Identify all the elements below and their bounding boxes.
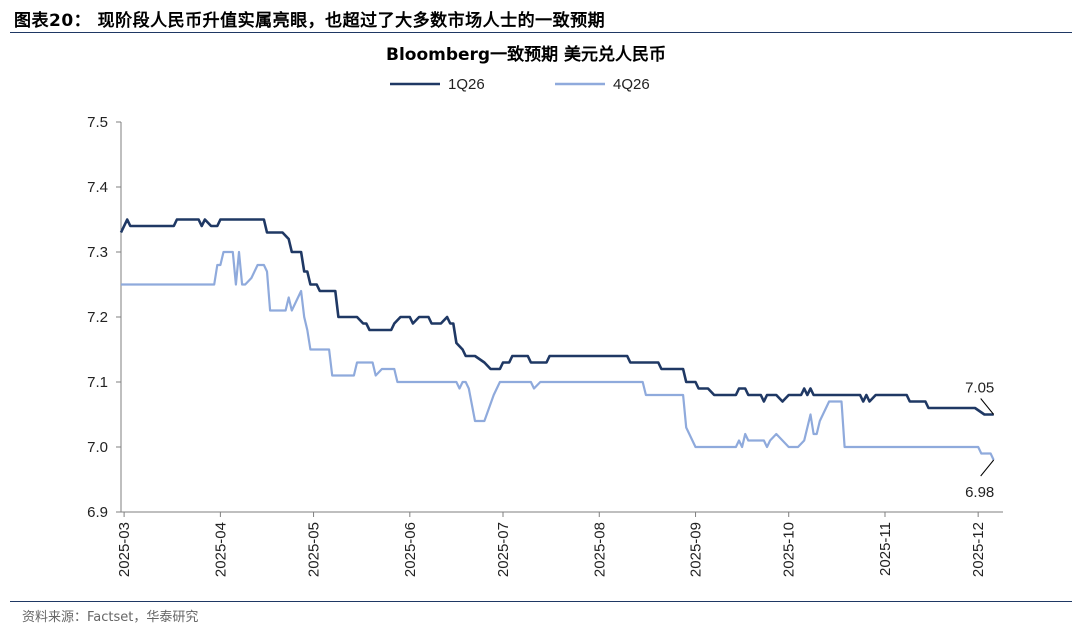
- series-layer: [119, 218, 995, 461]
- annotation-layer: 7.05 6.98: [965, 380, 994, 502]
- source-note: 资料来源：Factset，华泰研究: [22, 610, 199, 625]
- x-tick-label: 2025-09: [688, 522, 705, 577]
- y-tick-label: 6.9: [87, 504, 108, 521]
- chart-area: Bloomberg一致预期 美元兑人民币 1Q26 4Q26 7.57.47.37…: [87, 44, 1003, 577]
- x-tick-label: 2025-04: [212, 522, 229, 577]
- annotation-leader: [980, 459, 995, 477]
- y-tick-label: 7.5: [87, 114, 108, 131]
- x-tick-label: 2025-03: [116, 522, 133, 577]
- y-tick-label: 7.1: [87, 374, 108, 391]
- x-tick-label: 2025-07: [495, 522, 512, 577]
- annotation-leader: [980, 398, 995, 415]
- figure-header: 图表20： 现阶段人民币升值实属亮眼，也超过了大多数市场人士的一致预期: [0, 0, 1080, 34]
- y-tick-label: 7.3: [87, 244, 108, 261]
- y-tick-label: 7.4: [87, 179, 108, 196]
- y-tick-label: 7.2: [87, 309, 108, 326]
- footer-divider: [10, 601, 1072, 602]
- series-line-1Q26: [119, 218, 994, 416]
- y-tick-label: 7.0: [87, 439, 108, 456]
- annotation-label: 7.05: [965, 380, 994, 397]
- annotation-label: 6.98: [965, 484, 994, 501]
- x-tick-label: 2025-12: [970, 522, 987, 577]
- legend-label: 4Q26: [613, 76, 650, 93]
- chart-legend: 1Q26 4Q26: [390, 76, 650, 93]
- header-divider: [10, 32, 1072, 33]
- legend-label: 1Q26: [448, 76, 485, 93]
- x-tick-label: 2025-11: [877, 522, 894, 576]
- figure-title: 图表20： 现阶段人民币升值实属亮眼，也超过了大多数市场人士的一致预期: [14, 11, 606, 31]
- x-tick-label: 2025-06: [402, 522, 419, 577]
- x-axis: 2025-03 2025-04 2025-05 2025-06 2025-07 2025-…: [116, 511, 1003, 577]
- chart-title: Bloomberg一致预期 美元兑人民币: [386, 44, 666, 65]
- series-line-4Q26: [121, 250, 995, 461]
- x-tick-label: 2025-05: [306, 522, 323, 577]
- x-tick-label: 2025-08: [591, 522, 608, 577]
- y-axis: 7.5 7.4 7.3 7.2 7.1 7.0 6.9: [87, 114, 122, 521]
- x-tick-label: 2025-10: [781, 522, 798, 577]
